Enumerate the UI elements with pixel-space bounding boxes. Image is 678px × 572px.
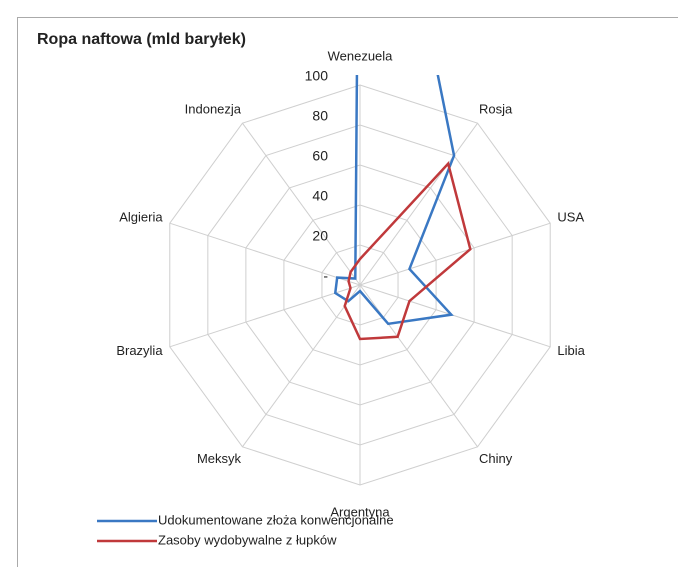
spoke	[242, 123, 360, 285]
category-label: Chiny	[479, 451, 513, 466]
spoke	[170, 223, 360, 285]
series-line	[345, 164, 471, 339]
category-label: Brazylia	[116, 343, 163, 358]
chart-title: Ropa naftowa (mld baryłek)	[37, 31, 246, 48]
r-tick-label: 60	[312, 148, 328, 164]
category-label: Wenezuela	[328, 48, 394, 63]
chart-frame	[18, 18, 678, 568]
category-label: USA	[557, 210, 584, 225]
category-label: Indonezja	[185, 102, 242, 117]
spoke	[360, 223, 550, 285]
category-label: Rosja	[479, 102, 513, 117]
category-label: Algieria	[119, 210, 163, 225]
legend-label: Udokumentowane złoża konwencjonalne	[158, 512, 394, 527]
r-tick-label: 100	[305, 68, 329, 84]
r-tick-label: 40	[312, 188, 328, 204]
r-tick-label: 20	[312, 228, 328, 244]
spoke	[170, 285, 360, 347]
r-tick-label: 80	[312, 108, 328, 124]
category-label: Libia	[557, 343, 585, 358]
spoke	[242, 285, 360, 447]
r-tick-label: -	[323, 268, 328, 284]
category-label: Meksyk	[197, 451, 242, 466]
legend-label: Zasoby wydobywalne z łupków	[158, 532, 337, 547]
spoke	[360, 285, 478, 447]
